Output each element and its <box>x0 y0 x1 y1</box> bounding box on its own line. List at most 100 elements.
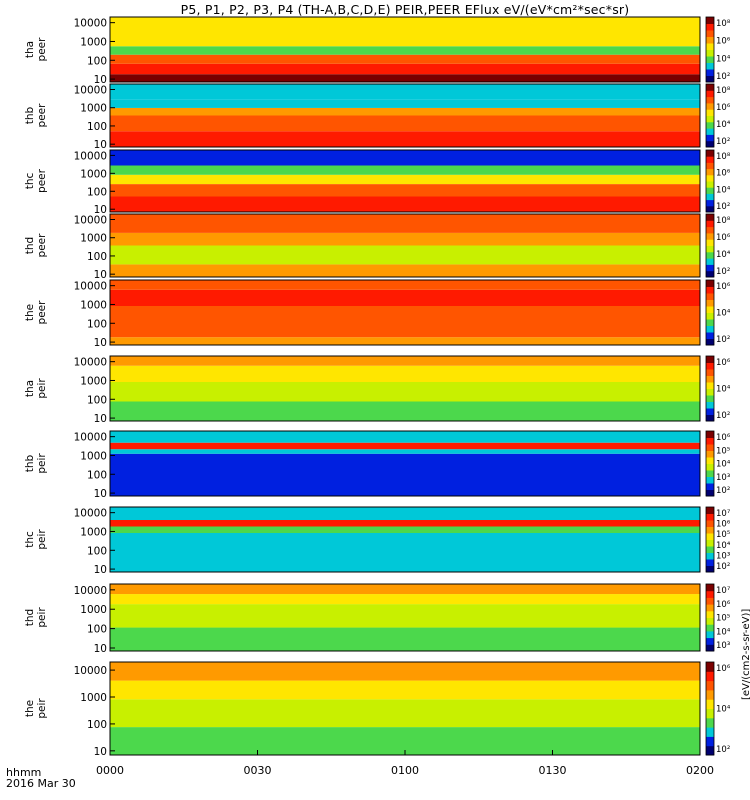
colorbar-tick-label: 10² <box>716 562 730 572</box>
colorbar-frame <box>705 149 715 213</box>
colorbar-tick-label: 10⁶ <box>716 233 731 243</box>
spectrogram-band <box>110 453 700 496</box>
colorbar-segment <box>706 43 714 50</box>
y-label-probe: tha <box>24 41 36 58</box>
y-tick-label: 100 <box>87 545 107 557</box>
spectrogram-band <box>110 245 700 265</box>
y-tick-label: 1000 <box>80 103 107 115</box>
colorbar-segment <box>706 552 714 560</box>
colorbar-tick-label: 10⁴ <box>716 309 731 319</box>
spectrogram-band <box>110 174 700 185</box>
colorbar-tick-label: 10⁸ <box>716 86 731 96</box>
y-tick-label: 10000 <box>74 150 107 162</box>
y-label-probe: thd <box>24 609 36 626</box>
colorbar-tick-label: 10² <box>716 202 730 212</box>
spectrogram-band <box>110 63 700 75</box>
panel-frame <box>109 355 701 422</box>
colorbar-tick-label: 10³ <box>716 641 730 651</box>
y-label-probe: thc <box>24 531 36 548</box>
colorbar-tick-label: 10⁴ <box>716 54 731 64</box>
panel-1: 10000 1000 100 10 tha peer 10⁸ 10⁶ 10⁴ 10² <box>24 16 731 86</box>
colorbar-tick-label: 10⁴ <box>716 385 731 395</box>
x-tick-label: 0100 <box>391 764 419 777</box>
y-tick-label: 100 <box>87 318 107 330</box>
colorbar-segment <box>706 140 714 148</box>
panel-frame <box>109 16 701 83</box>
chart-title: P5, P1, P2, P3, P4 (TH-A,B,C,D,E) PEIR,P… <box>180 2 630 17</box>
colorbar-segment <box>706 232 714 240</box>
panel-6: 10000 1000 100 10 tha peir 10⁶ 10⁴ 10² <box>24 355 731 425</box>
colorbar-frame <box>705 279 715 346</box>
colorbar-segment <box>706 539 714 547</box>
colorbar-segment <box>706 408 714 415</box>
y-tick-label: 10 <box>94 643 107 655</box>
y-tick-label: 1000 <box>80 692 107 704</box>
colorbar-tick-label: 10⁴ <box>716 541 731 551</box>
colorbar-segment <box>706 483 714 490</box>
colorbar-segment <box>706 286 714 294</box>
y-label-probe: thc <box>24 173 36 190</box>
y-tick-label: 10000 <box>74 432 107 444</box>
colorbar-segment <box>706 258 714 265</box>
colorbar-segment <box>706 526 714 534</box>
spectrogram-band <box>110 401 700 421</box>
colorbar-segment <box>706 56 714 63</box>
spectrogram-band <box>110 84 700 100</box>
y-tick-label: 1000 <box>80 233 107 245</box>
colorbar-segment <box>706 546 714 553</box>
colorbar-segment <box>706 457 714 464</box>
colorbar-segment <box>706 270 714 278</box>
colorbar-segment <box>706 431 714 438</box>
y-label-probe: thb <box>24 106 36 124</box>
panel-frame <box>109 506 701 573</box>
y-tick-label: 10 <box>94 337 107 349</box>
colorbar-segment <box>706 245 714 253</box>
y-label-kind: peer <box>36 168 48 193</box>
colorbar-frame <box>705 213 715 278</box>
spectrogram-band <box>110 662 700 681</box>
colorbar-segment <box>706 617 714 625</box>
colorbar-tick-label: 10⁷ <box>716 586 731 596</box>
y-label-probe: thb <box>24 454 36 472</box>
y-label-probe: the <box>24 700 36 717</box>
colorbar-segment <box>706 584 714 592</box>
colorbar-tick-label: 10⁴ <box>716 120 731 130</box>
y-tick-label: 1000 <box>80 604 107 616</box>
colorbar-segment <box>706 205 714 213</box>
colorbar-segment <box>706 597 714 605</box>
time-axis-label: hhmm <box>6 766 42 779</box>
y-tick-label: 10000 <box>74 665 107 677</box>
spectrogram-band <box>110 449 700 454</box>
colorbar-frame <box>705 506 715 573</box>
spectrogram-band <box>110 54 700 64</box>
colorbar-segment <box>706 388 714 396</box>
panel-9: 10000 1000 100 10 thd peir 10⁷ 10⁶ 10⁵ 10⁴ 10³ <box>24 583 731 655</box>
y-tick-label: 1000 <box>80 375 107 387</box>
spectrogram-band <box>110 107 700 116</box>
colorbar-segment <box>706 128 714 135</box>
colorbar-tick-label: 10⁸ <box>716 216 731 226</box>
colorbar-segment <box>706 444 714 451</box>
spectrogram-band <box>110 306 700 338</box>
spectrogram-band <box>110 431 700 443</box>
colorbar-tick-label: 10⁴ <box>716 627 731 637</box>
y-tick-label: 10 <box>94 564 107 576</box>
spectrogram-band <box>110 594 700 605</box>
colorbar-segment <box>706 689 714 700</box>
y-tick-label: 10000 <box>74 508 107 520</box>
date-label: 2016 Mar 30 <box>6 777 76 790</box>
y-tick-label: 10 <box>94 488 107 500</box>
colorbar-segment <box>706 699 714 709</box>
colorbar-tick-label: 10² <box>716 335 730 345</box>
colorbar-segment <box>706 476 714 484</box>
colorbar-segment <box>706 199 714 207</box>
colorbar-tick-label: 10² <box>716 137 730 147</box>
spectrogram-band <box>110 150 700 166</box>
colorbar-tick-label: 10⁶ <box>716 169 731 179</box>
colorbar-tick-label: 10⁶ <box>716 433 731 443</box>
spectrogram-band <box>110 131 700 147</box>
colorbar-segment <box>706 565 714 573</box>
colorbar-segment <box>706 36 714 44</box>
y-tick-label: 10 <box>94 139 107 151</box>
y-label-kind: peer <box>36 300 48 325</box>
